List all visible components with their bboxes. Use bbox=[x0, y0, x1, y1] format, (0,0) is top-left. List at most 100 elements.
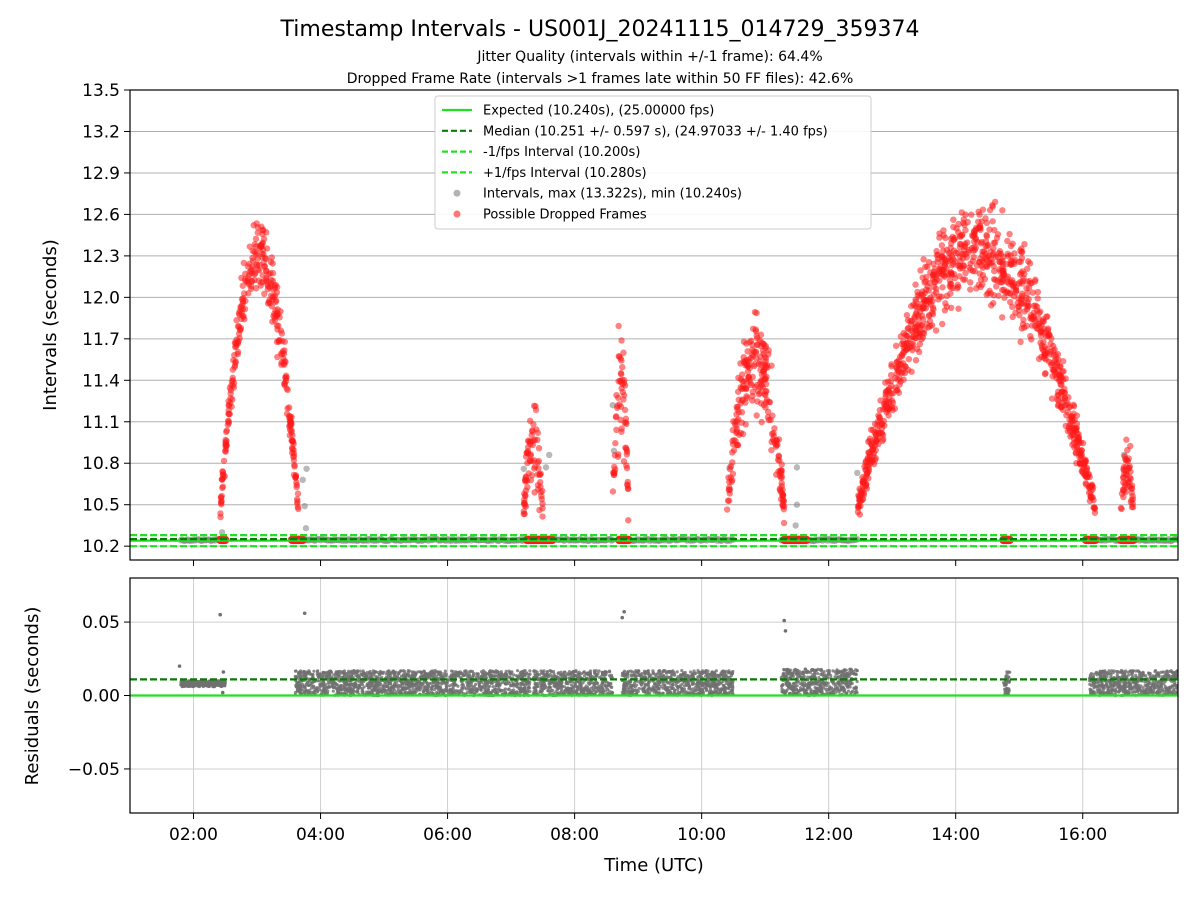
dropped-frame-point bbox=[1021, 240, 1028, 248]
dropped-frame-point bbox=[882, 390, 889, 398]
dropped-frame-point bbox=[1018, 290, 1026, 297]
dropped-frame-point bbox=[227, 399, 234, 407]
dropped-frame-point bbox=[868, 457, 875, 464]
dropped-frame-point bbox=[932, 327, 940, 334]
legend-label: Intervals, max (13.322s), min (10.240s) bbox=[483, 187, 742, 202]
dropped-frame-point bbox=[1077, 458, 1084, 465]
residual-point bbox=[294, 683, 298, 687]
intervals-plot-frame bbox=[129, 89, 1179, 561]
residual-point bbox=[430, 684, 435, 688]
residual-point bbox=[418, 670, 422, 674]
residual-point bbox=[595, 681, 600, 685]
y-tick-label: 12.0 bbox=[82, 288, 120, 308]
dropped-frame-point bbox=[878, 420, 886, 428]
dropped-frame-point bbox=[894, 376, 901, 383]
dropped-frame-point bbox=[1004, 250, 1011, 258]
residual-point bbox=[338, 669, 343, 674]
dropped-frame-point bbox=[623, 420, 630, 428]
dropped-frame-point bbox=[967, 286, 974, 293]
dropped-frame-point bbox=[866, 435, 874, 442]
dropped-frame-point bbox=[245, 290, 252, 297]
residual-point bbox=[400, 686, 404, 690]
dropped-frame-point bbox=[744, 394, 751, 401]
dropped-frame-point bbox=[268, 276, 275, 284]
dropped-frame-point bbox=[1071, 444, 1078, 451]
residual-point bbox=[521, 670, 525, 674]
residual-point bbox=[599, 689, 603, 693]
residual-point bbox=[577, 680, 581, 684]
dropped-frame-point bbox=[1043, 333, 1050, 340]
residual-point bbox=[539, 685, 543, 689]
dropped-frame-point bbox=[272, 297, 280, 304]
residual-point bbox=[202, 682, 207, 686]
residual-point bbox=[373, 674, 377, 678]
dropped-frame-point bbox=[256, 266, 263, 274]
dropped-frame-point bbox=[754, 334, 761, 342]
dropped-frame-point bbox=[920, 256, 927, 263]
dropped-frame-point bbox=[611, 452, 619, 459]
y-tick-label: 10.5 bbox=[82, 496, 120, 516]
residual-point bbox=[422, 688, 426, 692]
dropped-frame-point bbox=[971, 238, 978, 245]
dropped-frame-point bbox=[1086, 497, 1094, 505]
dropped-frame-point bbox=[228, 378, 236, 385]
dropped-frame-point bbox=[859, 483, 867, 490]
interval-point bbox=[218, 529, 226, 536]
dropped-frame-point bbox=[909, 333, 917, 341]
residual-point bbox=[329, 669, 333, 673]
dropped-frame-point bbox=[1041, 343, 1048, 351]
residual-point bbox=[533, 672, 537, 676]
residual-point bbox=[406, 671, 410, 675]
dropped-frame-point bbox=[616, 377, 624, 384]
dropped-frame-point bbox=[946, 277, 954, 284]
residual-point bbox=[546, 689, 550, 693]
residual-point bbox=[451, 685, 455, 689]
dropped-frame-point bbox=[967, 279, 974, 286]
residual-point bbox=[515, 669, 520, 673]
dropped-frame-point bbox=[986, 206, 994, 214]
dropped-frame-point bbox=[539, 487, 546, 495]
interval-point bbox=[302, 525, 310, 532]
dropped-frame-point bbox=[729, 459, 736, 466]
dropped-frame-point bbox=[274, 353, 281, 361]
dropped-frame-point bbox=[1052, 356, 1060, 363]
dropped-frame-point bbox=[729, 470, 737, 478]
dropped-frame-point bbox=[910, 341, 917, 348]
dropped-frame-point bbox=[524, 447, 532, 455]
dropped-frame-point bbox=[1034, 295, 1041, 302]
dropped-frame-point bbox=[951, 234, 959, 242]
dropped-frame-point bbox=[222, 447, 229, 455]
dropped-frame-point bbox=[758, 400, 765, 407]
dropped-frame-point bbox=[288, 426, 295, 434]
residual-point bbox=[439, 675, 443, 679]
dropped-frame-point bbox=[1120, 463, 1128, 471]
residual-point bbox=[323, 690, 327, 694]
dropped-frame-point bbox=[936, 277, 943, 284]
residual-point bbox=[550, 688, 555, 692]
dropped-frame-point bbox=[1119, 486, 1127, 494]
legend-label: Expected (10.240s), (25.00000 fps) bbox=[483, 104, 714, 119]
dropped-frame-point bbox=[1074, 434, 1082, 441]
residual-point bbox=[568, 679, 572, 684]
residual-point bbox=[567, 670, 572, 674]
residual-point bbox=[406, 685, 410, 689]
residual-point bbox=[427, 681, 432, 686]
residual-point bbox=[589, 690, 593, 695]
residual-point bbox=[391, 669, 396, 673]
dropped-frame-point bbox=[730, 447, 738, 454]
residual-point bbox=[356, 674, 360, 678]
residual-point bbox=[502, 688, 506, 692]
residual-point bbox=[498, 674, 502, 678]
residual-point bbox=[556, 671, 560, 676]
dropped-frame-point bbox=[241, 315, 248, 323]
residual-point bbox=[604, 680, 609, 684]
dropped-frame-point bbox=[1043, 313, 1050, 321]
dropped-frame-point bbox=[282, 375, 290, 382]
residual-point bbox=[353, 682, 357, 687]
residual-point bbox=[417, 683, 421, 687]
residual-point bbox=[358, 669, 362, 673]
residual-point bbox=[457, 672, 461, 676]
residual-point bbox=[426, 690, 430, 695]
dropped-frame-point bbox=[225, 418, 232, 425]
dropped-frame-point bbox=[617, 370, 625, 377]
